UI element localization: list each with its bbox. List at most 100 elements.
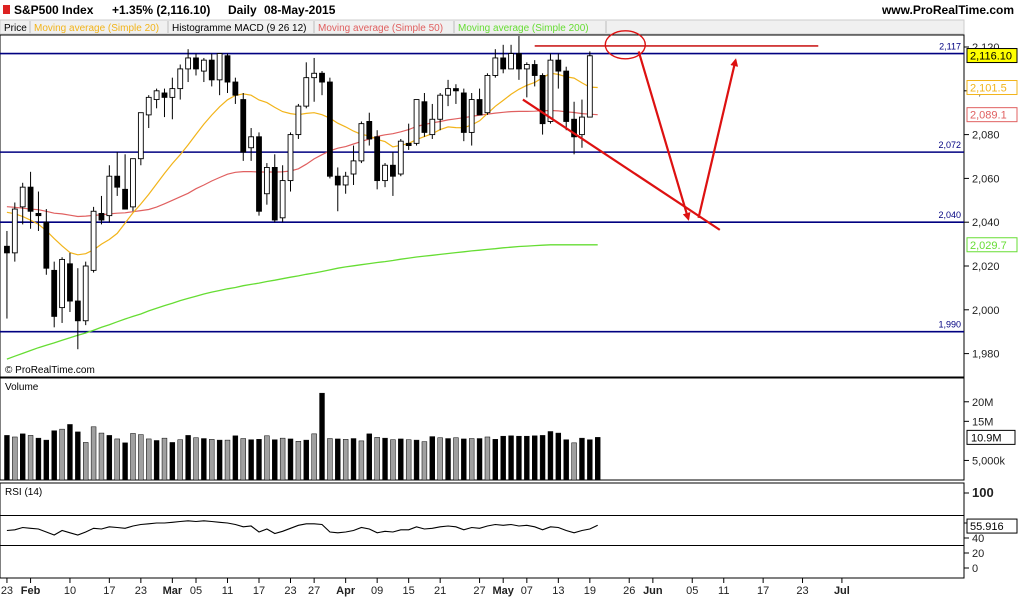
candle-body <box>43 221 50 269</box>
volume-bar <box>398 438 404 481</box>
candle-body <box>555 59 562 72</box>
candle-body <box>586 55 593 118</box>
candle-body <box>531 64 538 76</box>
candle-body <box>460 92 467 133</box>
candle-body <box>453 88 459 92</box>
candle-body <box>59 258 65 309</box>
volume-last-badge <box>966 429 1016 445</box>
legend-item-4[interactable]: Moving average (Simple 50) <box>318 23 443 34</box>
volume-bar <box>67 424 73 481</box>
candle-body <box>445 88 451 96</box>
candle-body <box>484 75 491 114</box>
candle-body <box>421 101 428 133</box>
candle-body <box>232 81 239 96</box>
candle-body <box>563 70 570 122</box>
candle-body <box>287 134 294 182</box>
candle-body <box>279 180 286 219</box>
date-tick-label: 05 <box>190 585 202 597</box>
volume-bar <box>350 438 357 481</box>
volume-title: Volume <box>5 382 39 393</box>
volume-bar <box>547 431 554 481</box>
candle-body <box>67 263 73 302</box>
volume-bar <box>51 430 57 481</box>
volume-bar <box>476 438 483 481</box>
ma200-line <box>6 244 598 360</box>
candle-body <box>334 175 341 186</box>
date-tick-label: 17 <box>253 585 265 597</box>
volume-bar <box>342 439 349 481</box>
date-tick-label: 21 <box>434 585 446 597</box>
date-tick-label: Feb <box>21 585 41 597</box>
candle-body <box>248 136 255 149</box>
last-value-label-ma200: 2,029.7 <box>970 240 1007 252</box>
volume-bar <box>83 442 89 481</box>
legend-item-5[interactable]: Moving average (Simple 200) <box>458 23 589 34</box>
volume-panel: Volume <box>0 377 965 481</box>
candle-body <box>19 186 26 208</box>
volume-bar <box>43 439 50 481</box>
candle-body <box>114 175 121 188</box>
volume-bar <box>4 435 10 481</box>
volume-bar <box>453 437 459 481</box>
level-label-2,040: 2,040 <box>938 210 961 220</box>
volume-bar <box>524 435 530 481</box>
candle-body <box>579 116 585 136</box>
price-tick-label: 2,000 <box>972 305 1000 317</box>
volume-bar <box>429 436 435 481</box>
candle-body <box>437 94 444 120</box>
candle-body <box>90 210 97 271</box>
candle-body <box>547 59 554 122</box>
candle-body <box>82 265 89 322</box>
rsi-tick-label: 20 <box>972 548 984 560</box>
volume-axis: 20M 15M 5,000k 10.9M <box>964 397 1016 467</box>
candle-body <box>208 59 215 81</box>
volume-bar <box>532 435 538 481</box>
volume-tick-label: 15M <box>972 416 993 428</box>
volume-bar <box>114 438 120 481</box>
volume-bar <box>232 435 239 481</box>
candle-body <box>366 121 373 140</box>
volume-bar <box>169 442 176 481</box>
volume-bar <box>555 432 562 481</box>
date-tick-label: 11 <box>222 585 233 597</box>
volume-bar <box>264 435 270 481</box>
volume-bar <box>146 438 152 481</box>
volume-bar <box>319 392 325 481</box>
level-label-1,990: 1,990 <box>938 320 961 330</box>
volume-bar <box>256 439 262 481</box>
chart-menu-icon[interactable] <box>3 5 10 14</box>
price-tick-label: 2,040 <box>972 217 1000 229</box>
volume-bar <box>516 435 522 481</box>
price-tick-label: 2,020 <box>972 261 1000 273</box>
candle-body <box>374 136 381 182</box>
volume-bar <box>122 442 128 481</box>
candle-body <box>571 118 577 138</box>
legend-item-1[interactable]: Price <box>4 23 27 34</box>
volume-bar <box>35 437 42 481</box>
date-tick-label: 13 <box>552 585 564 597</box>
site-name[interactable]: www.ProRealTime.com <box>881 3 1014 17</box>
date-tick-label: 23 <box>796 585 808 597</box>
volume-bar <box>374 437 380 481</box>
volume-bar <box>161 437 168 481</box>
rsi-tick-label: 0 <box>972 563 978 575</box>
last-value-badge-ma20 <box>966 80 1018 96</box>
volume-bar <box>106 435 113 481</box>
projection-arrow-3 <box>697 58 739 219</box>
candle-body <box>137 112 144 160</box>
date-tick-label: 09 <box>371 585 383 597</box>
volume-bar <box>382 437 388 481</box>
date-tick-label: 11 <box>718 585 729 597</box>
date-tick-label: 17 <box>103 585 115 597</box>
volume-bar <box>90 426 97 481</box>
legend-item-3[interactable]: Histogramme MACD (9 26 12) <box>172 23 306 34</box>
candle-body <box>98 212 105 221</box>
candle-body <box>397 140 404 175</box>
volume-bar <box>209 439 215 481</box>
volume-bar <box>138 434 144 481</box>
date-tick-label: 27 <box>473 585 485 597</box>
volume-bar <box>216 439 223 481</box>
candle-body <box>240 99 247 153</box>
legend-item-2[interactable]: Moving average (Simple 20) <box>34 23 159 34</box>
candle-body <box>476 99 483 116</box>
